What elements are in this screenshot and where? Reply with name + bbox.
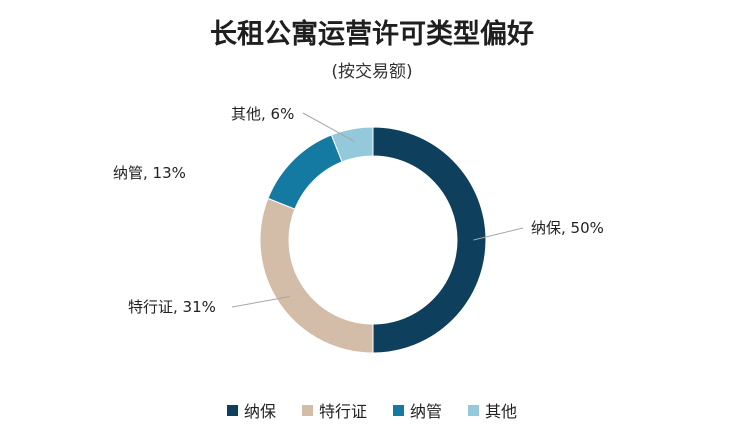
data-label-其他: 其他, 6% bbox=[231, 105, 294, 123]
chart-title: 长租公寓运营许可类型偏好 bbox=[210, 19, 534, 50]
legend-swatch bbox=[301, 404, 313, 416]
data-label-特行证: 特行证, 31% bbox=[128, 298, 216, 316]
legend-label: 纳保 bbox=[243, 402, 276, 421]
leader-line-特行证 bbox=[231, 295, 290, 308]
legend-swatch bbox=[226, 404, 238, 416]
slice-纳管 bbox=[267, 134, 343, 210]
legend-item-特行证: 特行证 bbox=[301, 398, 367, 422]
leader-line-其他 bbox=[302, 112, 355, 142]
slice-纳保 bbox=[372, 126, 487, 354]
legend-label: 其他 bbox=[485, 402, 518, 421]
slice-其他 bbox=[330, 126, 374, 163]
chart-subtitle: (按交易额) bbox=[331, 62, 413, 82]
legend-item-其他: 其他 bbox=[468, 398, 517, 422]
legend-swatch bbox=[468, 404, 480, 416]
legend: 纳保 特行证 纳管 其他 bbox=[0, 398, 744, 422]
data-label-纳保: 纳保, 50% bbox=[531, 219, 604, 237]
legend-label: 纳管 bbox=[410, 402, 443, 421]
data-label-纳管: 纳管, 13% bbox=[113, 164, 186, 182]
leader-line-纳保 bbox=[473, 227, 524, 241]
legend-swatch bbox=[393, 404, 404, 416]
legend-item-纳保: 纳保 bbox=[226, 398, 276, 422]
slice-特行证 bbox=[259, 197, 374, 354]
legend-label: 特行证 bbox=[318, 402, 367, 421]
legend-item-纳管: 纳管 bbox=[393, 398, 442, 422]
